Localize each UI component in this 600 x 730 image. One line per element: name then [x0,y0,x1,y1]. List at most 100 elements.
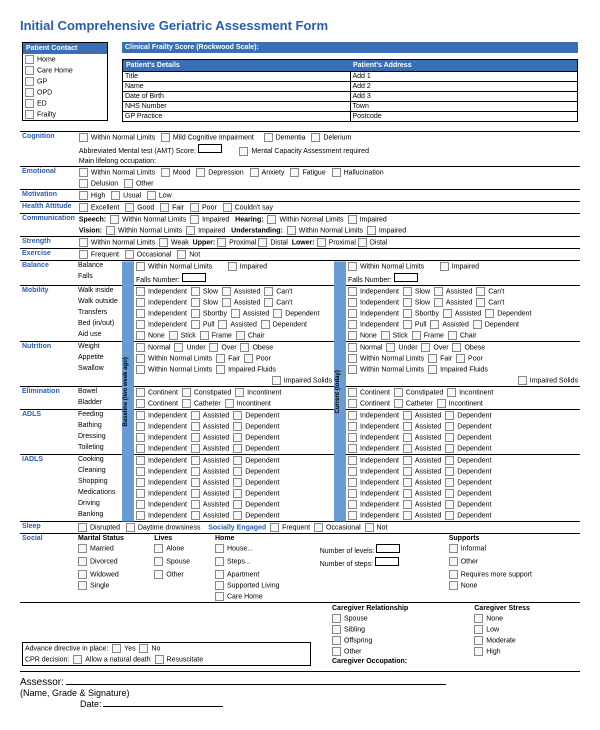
lv-alone[interactable]: Alone [166,545,184,552]
occupation-label[interactable]: Main lifelong occupation: [77,157,580,167]
fld-name[interactable]: Name [123,82,351,92]
cpr-res[interactable]: Resuscitate [167,656,204,663]
cgr-sib[interactable]: Sibling [344,626,365,633]
ex-not[interactable]: Not [189,251,200,258]
swallow-solids-b[interactable]: Impaired Solids [284,377,332,384]
emo-hal[interactable]: Hallucination [344,169,384,176]
steps-input[interactable] [375,557,399,566]
mca-req[interactable]: Mental Capacity Assessment required [251,148,369,155]
fld-title[interactable]: Title [123,72,351,82]
cgr-oth[interactable]: Other [344,648,362,655]
mot-high[interactable]: High [91,192,105,199]
fld-add3[interactable]: Add 3 [350,92,578,102]
fld-add1[interactable]: Add 1 [350,72,578,82]
up-prox[interactable]: Proximal [229,239,256,246]
hm-house[interactable]: House... [227,545,253,552]
ha-poor[interactable]: Poor [202,204,217,211]
amt-input[interactable] [198,144,222,153]
se-freq[interactable]: Frequent [282,524,310,531]
bal-c-wnl[interactable]: Within Normal Limits [360,263,424,270]
speech-imp[interactable]: Impaired [202,216,229,223]
und-imp[interactable]: Impaired [379,227,406,234]
bal-b-wnl[interactable]: Within Normal Limits [148,263,212,270]
sup-more[interactable]: Requires more support [461,571,532,578]
cgocc-label[interactable]: Caregiver Occupation: [332,658,407,665]
cgs-low[interactable]: Low [486,626,499,633]
falls-num-b[interactable]: Falls Number: [136,277,180,284]
adv-no[interactable]: No [151,645,160,652]
ha-cant[interactable]: Couldn't say [235,204,273,211]
bal-c-imp[interactable]: Impaired [452,263,479,270]
ms-div[interactable]: Divorced [90,558,118,565]
lo-dist[interactable]: Distal [370,239,388,246]
pc-home[interactable]: Home [23,54,108,65]
str-wnl[interactable]: Within Normal Limits [91,239,155,246]
speech-wnl[interactable]: Within Normal Limits [122,216,186,223]
emo-mood[interactable]: Mood [173,169,191,176]
fld-add2[interactable]: Add 2 [350,82,578,92]
pc-carehome[interactable]: Care Home [23,65,108,76]
fld-dob[interactable]: Date of Birth [123,92,351,102]
swallow-solids-c[interactable]: Impaired Solids [530,377,578,384]
emo-anx[interactable]: Anxiety [262,169,285,176]
pc-opd[interactable]: OPD [23,87,108,98]
mot-usual[interactable]: Usual [123,192,141,199]
mot-low[interactable]: Low [159,192,172,199]
falls-num-c[interactable]: Falls Number: [348,277,392,284]
sup-none[interactable]: None [461,582,478,589]
pc-frailty[interactable]: Frailty [23,109,108,121]
cgs-mod[interactable]: Moderate [486,637,516,644]
fld-town[interactable]: Town [350,102,578,112]
lv-spouse[interactable]: Spouse [166,558,190,565]
date-input[interactable] [103,698,223,707]
ha-exc[interactable]: Excellent [91,204,119,211]
ms-single[interactable]: Single [90,582,109,589]
hm-care[interactable]: Care Home [227,593,263,600]
ms-wid[interactable]: Widowed [90,571,119,578]
vis-imp[interactable]: Impaired [198,227,225,234]
bal-b-imp[interactable]: Impaired [240,263,267,270]
fld-nhs[interactable]: NHS Number [123,102,351,112]
cgs-none[interactable]: None [486,615,503,622]
fld-gp[interactable]: GP Practice [123,112,351,122]
se-not[interactable]: Not [377,524,388,531]
cgs-high[interactable]: High [486,648,500,655]
emo-wnl[interactable]: Within Normal Limits [91,169,155,176]
pc-gp[interactable]: GP [23,76,108,87]
emo-fat[interactable]: Fatigue [302,169,325,176]
sup-inf[interactable]: Informal [461,545,486,552]
lo-prox[interactable]: Proximal [329,239,356,246]
cog-dementia[interactable]: Dementia [276,134,306,141]
emo-dep[interactable]: Depression [208,169,243,176]
emo-del[interactable]: Delusion [91,180,118,187]
ha-good[interactable]: Good [137,204,154,211]
fld-postcode[interactable]: Postcode [350,112,578,122]
hm-steps[interactable]: Steps... [227,558,251,565]
hm-apt[interactable]: Apartment [227,571,259,578]
assessor-input[interactable] [66,676,446,685]
ex-occ[interactable]: Occasional [137,251,172,258]
sleep-dis[interactable]: Disrupted [90,524,120,531]
hm-sup[interactable]: Supported Living [227,582,280,589]
hear-imp[interactable]: Impaired [360,216,387,223]
cog-mci[interactable]: Mild Cognitive Impairment [173,134,254,141]
cgr-off[interactable]: Offspring [344,637,372,644]
cgr-sp[interactable]: Spouse [344,615,368,622]
und-wnl[interactable]: Within Normal Limits [299,227,363,234]
cog-delerium[interactable]: Delerium [323,134,351,141]
pc-ed[interactable]: ED [23,98,108,109]
hear-wnl[interactable]: Within Normal Limits [279,216,343,223]
ms-married[interactable]: Married [90,545,114,552]
emo-other[interactable]: Other [136,180,154,187]
adv-yes[interactable]: Yes [124,645,135,652]
str-weak[interactable]: Weak [171,239,189,246]
sleep-day[interactable]: Daytime drowsiness [138,524,201,531]
sup-oth[interactable]: Other [461,558,479,565]
cog-wnl[interactable]: Within Normal Limits [91,134,155,141]
ha-fair[interactable]: Fair [172,204,184,211]
levels-input[interactable] [376,544,400,553]
ex-freq[interactable]: Frequent [91,251,119,258]
lv-other[interactable]: Other [166,571,184,578]
up-dist[interactable]: Distal [270,239,288,246]
vis-wnl[interactable]: Within Normal Limits [118,227,182,234]
